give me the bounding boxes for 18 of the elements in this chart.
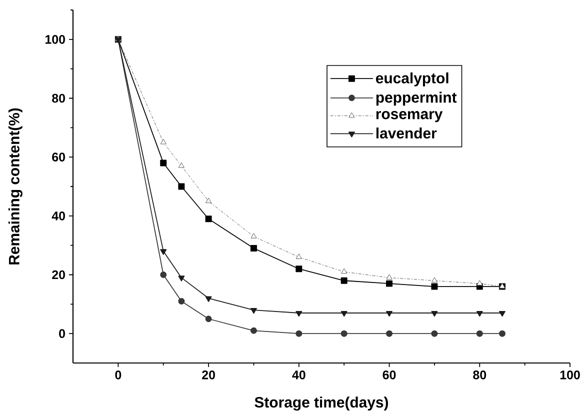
legend-label: peppermint bbox=[376, 92, 457, 106]
x-tick-label: 60 bbox=[382, 370, 396, 380]
legend-label: eucalyptol bbox=[376, 72, 448, 86]
y-tick-label: 60 bbox=[52, 152, 65, 162]
y-tick-label: 100 bbox=[45, 35, 65, 44]
x-tick-label: 0 bbox=[115, 370, 122, 380]
legend-label: rosemary bbox=[376, 111, 443, 122]
y-tick-label: 20 bbox=[52, 270, 65, 280]
y-tick-label: 40 bbox=[52, 212, 65, 220]
y-axis-title: Remaining content(%) bbox=[8, 108, 22, 264]
x-axis-title: Storage time(days) bbox=[254, 396, 388, 411]
y-tick-label: 80 bbox=[52, 94, 65, 103]
y-tick-label: 0 bbox=[59, 329, 65, 338]
x-tick-label: 80 bbox=[473, 370, 486, 380]
x-tick-label: 100 bbox=[560, 370, 580, 380]
x-tick-label: 40 bbox=[292, 370, 306, 380]
x-tick-label: 20 bbox=[202, 370, 215, 380]
legend-label: lavender bbox=[376, 128, 437, 139]
